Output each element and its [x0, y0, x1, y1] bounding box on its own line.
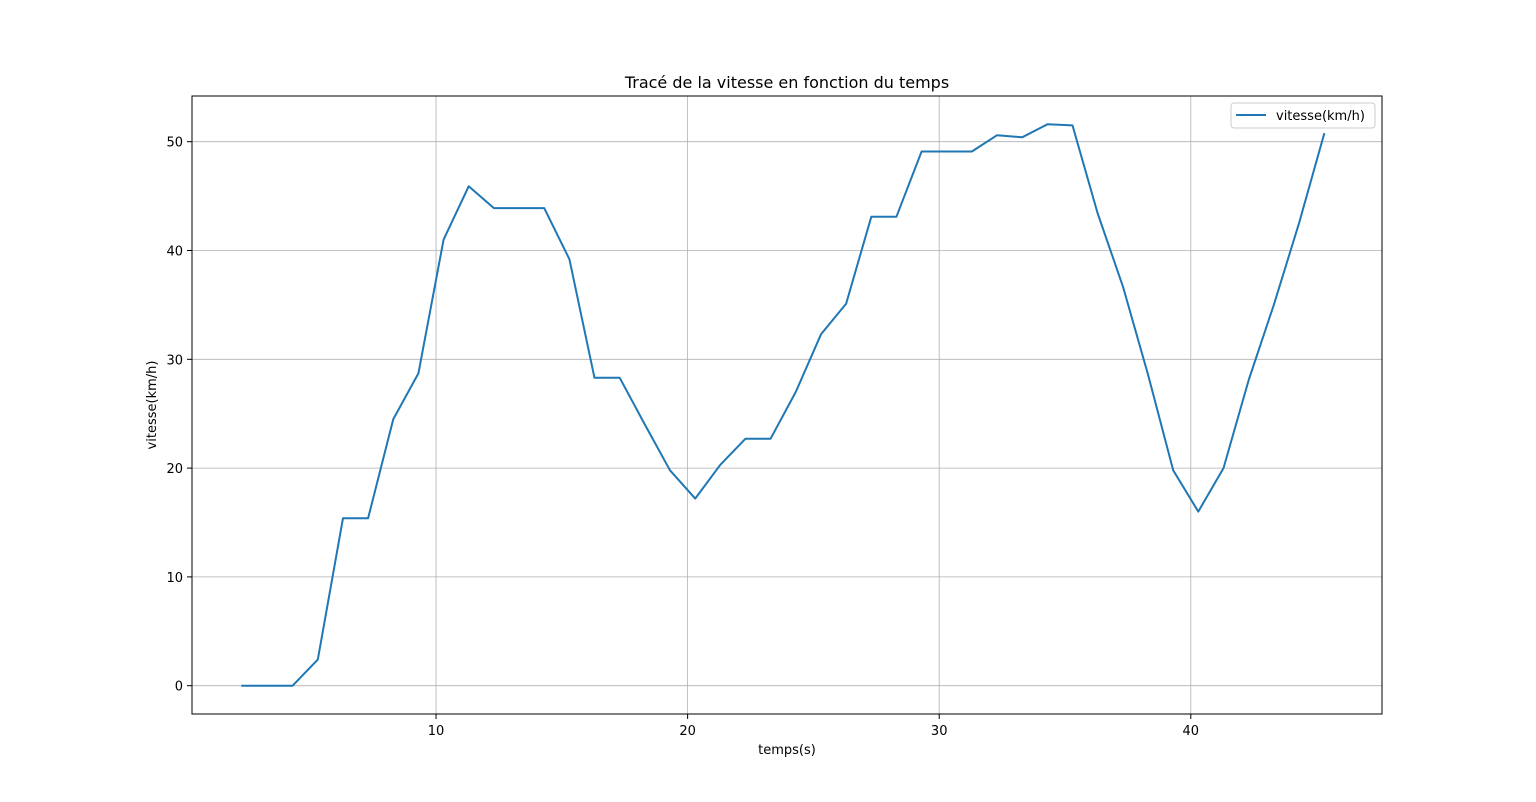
y-tick-label: 0: [175, 680, 183, 695]
x-tick-label: 10: [428, 724, 445, 739]
x-axis-label: temps(s): [758, 743, 816, 758]
y-axis-label: vitesse(km/h): [145, 361, 160, 450]
grid-lines: [192, 96, 1382, 714]
y-tick-label: 50: [166, 136, 183, 151]
x-tick-label: 20: [679, 724, 696, 739]
x-tick-label: 40: [1183, 724, 1200, 739]
y-tick-label: 40: [166, 245, 183, 260]
series-line-vitesse: [241, 123, 1326, 687]
y-tick-label: 10: [166, 571, 183, 586]
axis-ticks: 10 20 30 40 0 10 20 30 40 50: [166, 136, 1199, 739]
legend: vitesse(km/h): [1230, 102, 1376, 129]
y-tick-label: 30: [166, 353, 183, 368]
y-tick-label: 20: [166, 462, 183, 477]
legend-series-label: vitesse(km/h): [1276, 109, 1365, 124]
series-layer: [241, 123, 1326, 687]
legend-box: [1230, 102, 1376, 129]
plot-frame: [191, 95, 1383, 715]
x-tick-label: 30: [931, 724, 948, 739]
chart-title: Tracé de la vitesse en fonction du temps: [624, 73, 949, 92]
